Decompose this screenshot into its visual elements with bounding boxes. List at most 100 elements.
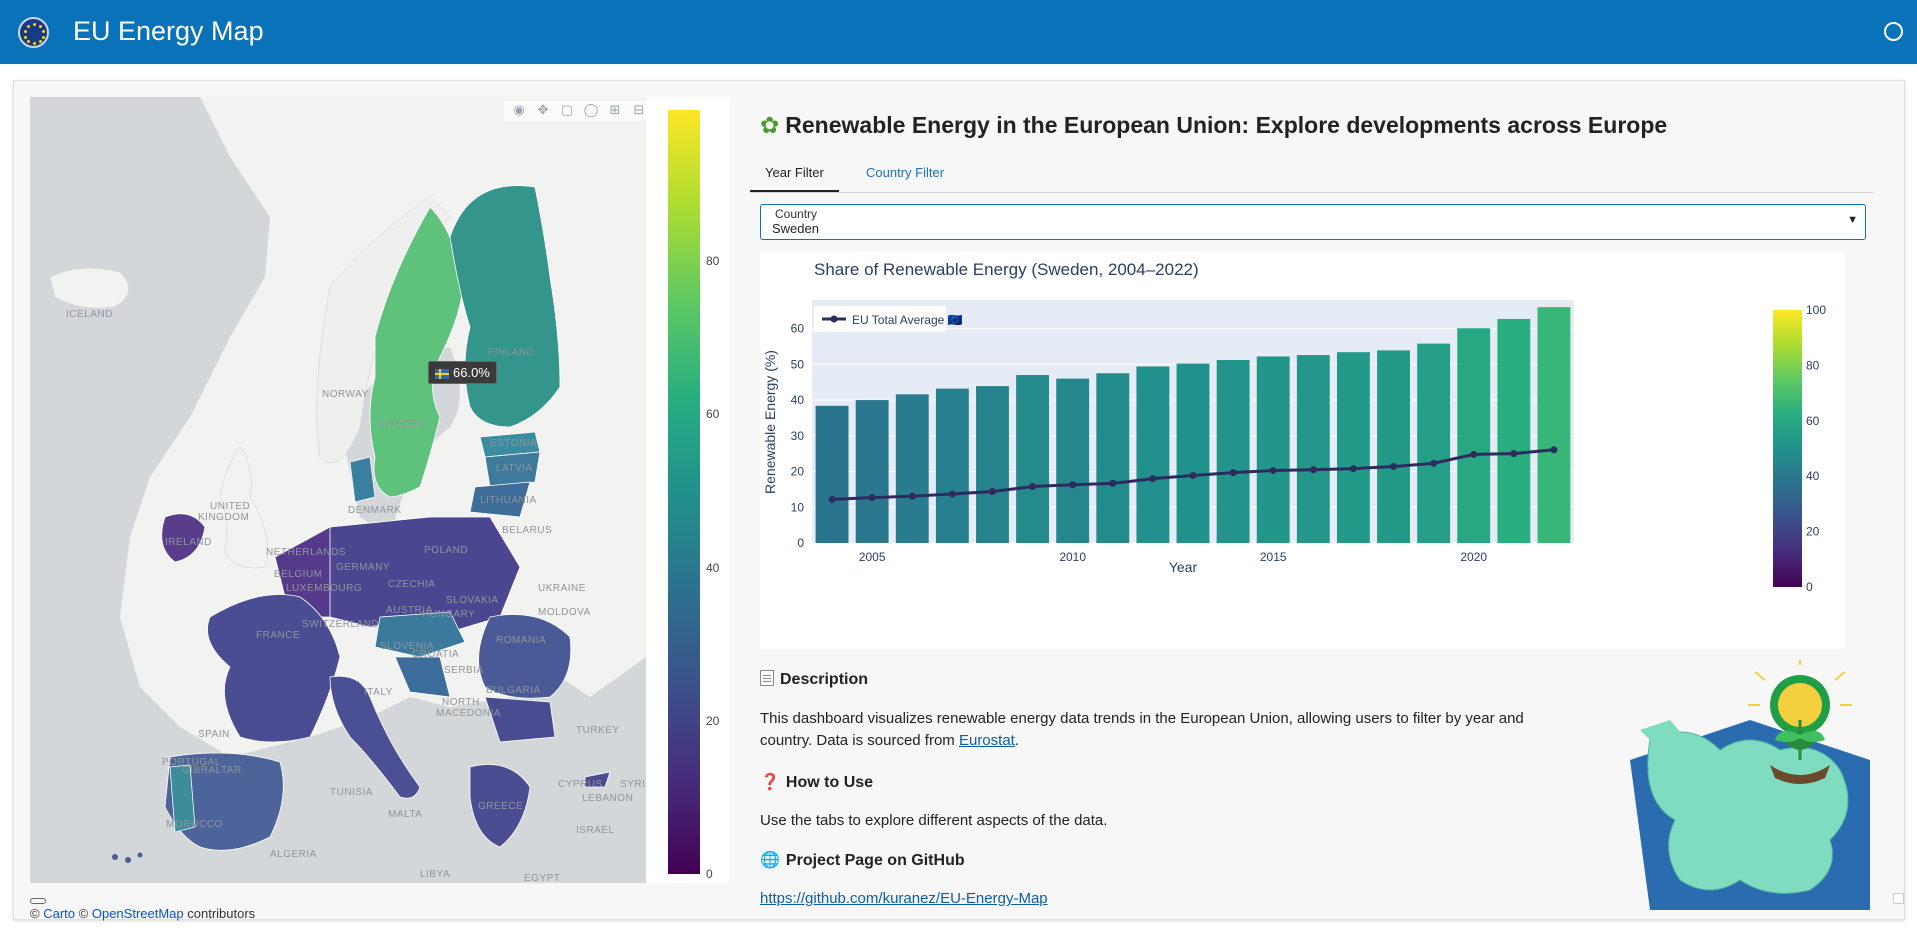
eu-average-point-2014[interactable] bbox=[1229, 469, 1237, 477]
sweden-region bbox=[369, 206, 463, 498]
chart-colorbar-ticks: 0 20 40 60 80 100 bbox=[1806, 303, 1826, 594]
map-label: ICELAND bbox=[66, 309, 113, 320]
eu-average-point-2009[interactable] bbox=[1029, 483, 1037, 491]
bar-2004[interactable] bbox=[815, 405, 849, 543]
map-label: CZECHIA bbox=[388, 579, 436, 590]
eu-average-point-2005[interactable] bbox=[868, 494, 876, 502]
bar-2020[interactable] bbox=[1457, 328, 1491, 543]
bar-2017[interactable] bbox=[1336, 352, 1370, 543]
map-label: MACEDONIA bbox=[436, 708, 502, 719]
github-repo-link[interactable]: https://github.com/kuranez/EU-Energy-Map bbox=[760, 890, 1048, 907]
carto-link[interactable]: Carto bbox=[43, 906, 76, 921]
country-select[interactable]: Country Sweden ▼ bbox=[760, 204, 1866, 240]
eu-average-point-2013[interactable] bbox=[1189, 471, 1197, 479]
osm-link[interactable]: OpenStreetMap bbox=[91, 906, 184, 921]
eu-average-point-2008[interactable] bbox=[988, 488, 996, 496]
how-to-use-heading: ❓ How to Use bbox=[760, 772, 873, 792]
bar-2014[interactable] bbox=[1216, 360, 1250, 543]
x-axis-label: Year bbox=[1169, 559, 1198, 575]
x-tick-label: 2005 bbox=[859, 550, 886, 564]
map-label: TURKEY bbox=[576, 725, 620, 736]
y-tick-label: 50 bbox=[791, 357, 805, 371]
bar-2015[interactable] bbox=[1256, 356, 1290, 543]
bar-2005[interactable] bbox=[855, 400, 889, 543]
zoom-in-icon[interactable]: ⊞ bbox=[609, 102, 621, 117]
y-tick-label: 20 bbox=[791, 465, 805, 479]
bar-2011[interactable] bbox=[1096, 373, 1130, 543]
eu-average-point-2004[interactable] bbox=[828, 495, 836, 503]
attribution-prefix: © bbox=[30, 906, 40, 921]
map-hover-tooltip: 66.0% bbox=[428, 361, 497, 384]
bar-2010[interactable] bbox=[1056, 378, 1090, 543]
colorbar-tick: 0 bbox=[706, 867, 713, 881]
bar-2008[interactable] bbox=[976, 386, 1009, 543]
attribution-toggle[interactable] bbox=[30, 898, 46, 904]
eu-average-point-2011[interactable] bbox=[1109, 479, 1117, 487]
eu-average-point-2007[interactable] bbox=[948, 490, 956, 498]
bar-2012[interactable] bbox=[1136, 366, 1170, 543]
eu-average-point-2012[interactable] bbox=[1149, 475, 1157, 483]
description-heading-text: Description bbox=[780, 671, 869, 688]
pan-icon[interactable]: ✥ bbox=[537, 102, 549, 117]
chart-svg: Share of Renewable Energy (Sweden, 2004–… bbox=[762, 260, 1826, 594]
map-label: FINLAND bbox=[488, 347, 535, 358]
chart-colorbar-tick: 60 bbox=[1806, 414, 1820, 428]
choropleth-map[interactable]: ICELAND NORWAY FINLAND SWEDEN UNITED KIN… bbox=[30, 97, 646, 883]
map-label: SLOVENIA bbox=[380, 641, 435, 652]
map-label: FRANCE bbox=[256, 630, 301, 641]
bar-2013[interactable] bbox=[1176, 363, 1210, 543]
eu-average-point-2020[interactable] bbox=[1470, 450, 1478, 458]
eu-average-point-2015[interactable] bbox=[1269, 466, 1277, 474]
eu-average-point-2006[interactable] bbox=[908, 492, 916, 500]
tab-country-filter[interactable]: Country Filter bbox=[866, 165, 945, 180]
map-label: DENMARK bbox=[348, 505, 402, 516]
bar-2021[interactable] bbox=[1497, 318, 1531, 543]
map-label: UKRAINE bbox=[538, 583, 586, 594]
x-ticks: 2005 2010 2015 2020 bbox=[859, 550, 1488, 564]
bar-2022[interactable] bbox=[1537, 307, 1571, 543]
map-label: ROMANIA bbox=[496, 635, 547, 646]
box-select-icon[interactable]: ▢ bbox=[560, 102, 574, 117]
colorbar-tick: 20 bbox=[706, 714, 720, 728]
eu-average-point-2010[interactable] bbox=[1069, 481, 1077, 489]
map-label: UNITED bbox=[210, 501, 251, 512]
eu-average-point-2017[interactable] bbox=[1349, 465, 1357, 473]
description-text: This dashboard visualizes renewable ener… bbox=[760, 708, 1580, 752]
map-label: TUNISIA bbox=[330, 787, 373, 798]
bar-2007[interactable] bbox=[935, 388, 969, 543]
map-attribution: © Carto © OpenStreetMap contributors bbox=[30, 906, 255, 921]
eu-average-point-2016[interactable] bbox=[1309, 466, 1317, 474]
colorbar-tick: 60 bbox=[706, 407, 720, 421]
chart-colorbar-tick: 40 bbox=[1806, 469, 1820, 483]
tooltip-value: 66.0% bbox=[453, 365, 490, 380]
bar-2018[interactable] bbox=[1377, 350, 1410, 543]
eu-average-point-2019[interactable] bbox=[1430, 459, 1438, 467]
y-axis-label: Renewable Energy (%) bbox=[762, 350, 778, 494]
bar-2019[interactable] bbox=[1417, 343, 1451, 543]
map-label: LITHUANIA bbox=[480, 495, 537, 506]
renewable-share-chart[interactable]: Share of Renewable Energy (Sweden, 2004–… bbox=[760, 251, 1845, 649]
chart-colorbar bbox=[1773, 310, 1802, 587]
map-label: MOLDOVA bbox=[538, 607, 591, 618]
eurostat-link[interactable]: Eurostat bbox=[958, 732, 1015, 749]
map-canvas bbox=[30, 97, 646, 883]
bar-2016[interactable] bbox=[1296, 355, 1330, 543]
theme-toggle-icon[interactable] bbox=[1884, 22, 1903, 41]
zoom-out-icon[interactable]: ⊟ bbox=[633, 102, 645, 117]
bar-2006[interactable] bbox=[895, 394, 929, 543]
camera-icon[interactable]: ◉ bbox=[513, 102, 525, 117]
map-label: ESTONIA bbox=[490, 438, 538, 449]
description-body: This dashboard visualizes renewable ener… bbox=[760, 710, 1524, 749]
eu-average-point-2022[interactable] bbox=[1550, 446, 1558, 454]
eu-average-point-2018[interactable] bbox=[1390, 463, 1398, 471]
map-label: MALTA bbox=[388, 809, 423, 820]
bar-2009[interactable] bbox=[1016, 375, 1050, 543]
page-title-text: Renewable Energy in the European Union: … bbox=[785, 112, 1668, 138]
tab-year-filter[interactable]: Year Filter bbox=[750, 165, 839, 192]
sprout-icon: ✿ bbox=[760, 112, 780, 138]
app-title: EU Energy Map bbox=[73, 16, 264, 46]
europe-energy-illustration bbox=[1630, 660, 1870, 910]
eu-average-point-2021[interactable] bbox=[1510, 450, 1518, 458]
resize-handle[interactable] bbox=[1893, 893, 1904, 904]
lasso-icon[interactable]: ◯ bbox=[583, 102, 599, 117]
